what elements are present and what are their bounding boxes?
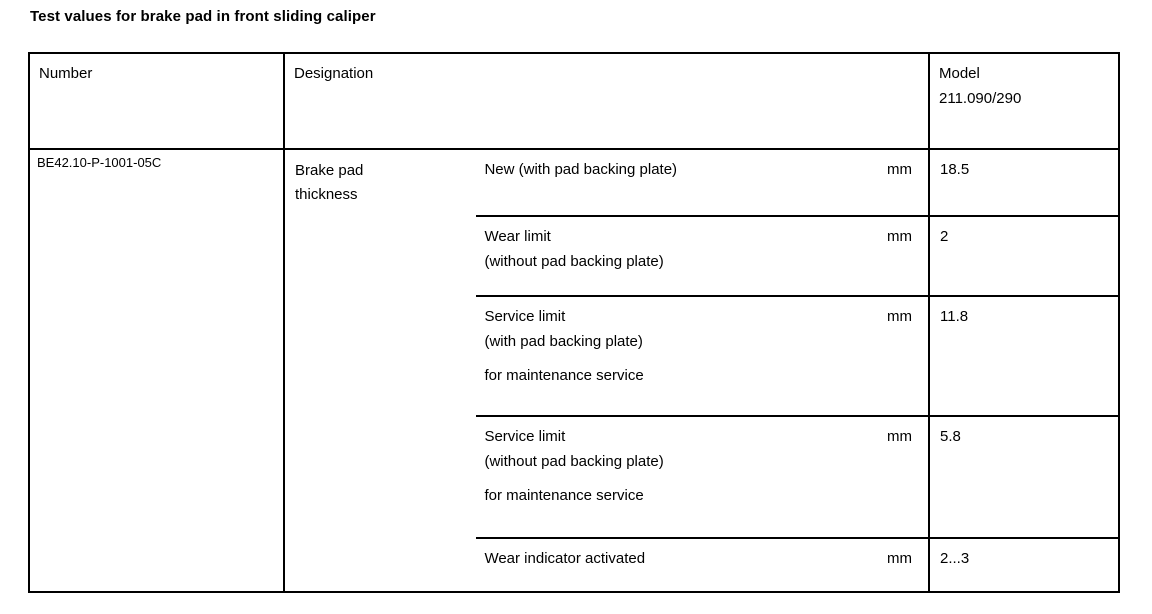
model-value-new: 18.5 — [940, 161, 970, 178]
spec-sublabel: (without pad backing plate) — [484, 453, 664, 470]
model-header-line1: Model — [939, 65, 980, 82]
spec-label: Wear indicator activated — [484, 550, 646, 567]
spec-list: New (with pad backing plate) mm Wear lim… — [476, 150, 928, 591]
designation-label: Brake pad thickness — [285, 150, 476, 591]
col-header-model: Model 211.090/290 — [930, 54, 1118, 150]
spec-unit: mm — [887, 428, 912, 445]
col-header-number: Number — [30, 54, 283, 150]
spec-row-service-limit-without: Service limit (without pad backing plate… — [476, 415, 928, 537]
spec-unit: mm — [887, 161, 912, 178]
designation-body: Brake pad thickness New (with pad backin… — [285, 150, 928, 591]
spec-note: for maintenance service — [484, 487, 644, 504]
spec-unit: mm — [887, 550, 912, 567]
column-model: Model 211.090/290 18.5 2 11.8 5.8 2...3 — [930, 54, 1118, 591]
column-number: Number BE42.10-P-1001-05C — [30, 54, 285, 591]
spec-unit: mm — [887, 308, 912, 325]
column-designation: Designation Brake pad thickness New (wit… — [285, 54, 930, 591]
spec-row-wear-limit: Wear limit (without pad backing plate) m… — [476, 215, 928, 295]
spec-label: Service limit — [484, 428, 566, 445]
spec-unit: mm — [887, 228, 912, 245]
model-value-service-limit-with: 11.8 — [930, 295, 1118, 415]
spec-sublabel: (without pad backing plate) — [484, 253, 664, 270]
designation-label-text: Brake pad thickness — [295, 162, 364, 203]
spec-sublabel: (with pad backing plate) — [484, 333, 643, 350]
col-header-designation: Designation — [285, 54, 928, 150]
spec-row-wear-indicator: Wear indicator activated mm — [476, 537, 928, 591]
part-number: BE42.10-P-1001-05C — [37, 155, 162, 170]
model-value-wear-indicator: 2...3 — [930, 537, 1118, 591]
model-value-service-limit-without: 5.8 — [930, 415, 1118, 537]
model-value-wear-limit: 2 — [930, 215, 1118, 295]
page-title: Test values for brake pad in front slidi… — [30, 8, 376, 25]
spec-label: Wear limit — [484, 228, 551, 245]
spec-row-new: New (with pad backing plate) mm — [476, 150, 928, 215]
spec-label: New (with pad backing plate) — [484, 161, 678, 178]
spec-row-service-limit-with: Service limit (with pad backing plate) f… — [476, 295, 928, 415]
test-values-table: Number BE42.10-P-1001-05C Designation Br… — [28, 52, 1120, 593]
model-header-line2: 211.090/290 — [939, 90, 1022, 107]
model-values: 18.5 2 11.8 5.8 2...3 — [930, 150, 1118, 591]
spec-label: Service limit — [484, 308, 566, 325]
spec-note: for maintenance service — [484, 367, 644, 384]
